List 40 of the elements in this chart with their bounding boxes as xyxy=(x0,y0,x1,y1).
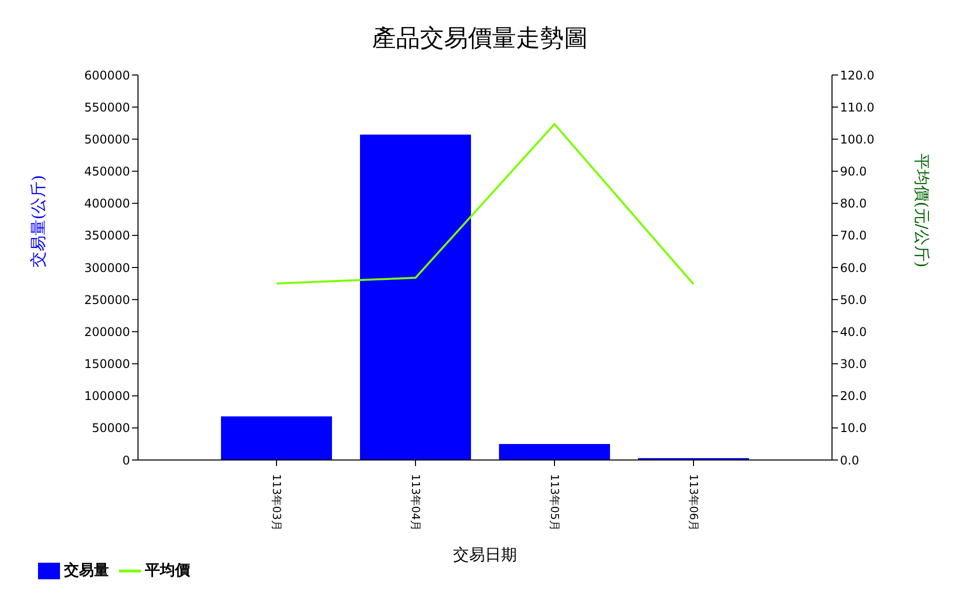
y2-tick-label: 60.0 xyxy=(840,260,867,275)
y-tick-label: 200000 xyxy=(84,324,130,339)
y-tick-label: 0 xyxy=(122,453,130,468)
chart-title: 產品交易價量走勢圖 xyxy=(371,23,589,54)
y-tick-label: 350000 xyxy=(84,228,130,243)
x-tick-label: 113年05月 xyxy=(548,474,561,531)
y2-tick-label: 120.0 xyxy=(840,68,874,82)
y2-tick-label: 110.0 xyxy=(840,100,874,114)
y-tick-label: 300000 xyxy=(84,260,130,275)
x-tick-label: 113年03月 xyxy=(270,474,283,531)
y2-tick-label: 70.0 xyxy=(840,228,867,243)
y-tick-label: 400000 xyxy=(84,196,130,211)
y-tick-label: 550000 xyxy=(84,100,130,114)
y2-tick-label: 50.0 xyxy=(840,292,867,307)
bar xyxy=(499,444,610,460)
y-tick-label: 450000 xyxy=(84,164,130,179)
y-tick-label: 500000 xyxy=(84,132,130,146)
line-series xyxy=(276,123,694,286)
y2-axis-title: 平均價(元/公斤) xyxy=(912,154,932,268)
y2-tick-label: 30.0 xyxy=(840,357,867,372)
x-tick-label: 113年06月 xyxy=(687,474,700,531)
y2-tick-label: 10.0 xyxy=(840,421,867,436)
y2-tick-label: 80.0 xyxy=(840,196,867,211)
bar xyxy=(221,416,332,460)
y2-tick-label: 0.0 xyxy=(840,453,860,468)
y-tick-label: 250000 xyxy=(84,292,130,307)
y-axis-title: 交易量(公斤) xyxy=(28,175,48,268)
y-tick-label: 600000 xyxy=(84,68,130,82)
y2-tick-label: 90.0 xyxy=(840,164,867,179)
y2-tick-label: 100.0 xyxy=(840,132,874,146)
legend-label: 平均價 xyxy=(145,561,190,580)
y2-tick-label: 40.0 xyxy=(840,324,867,339)
x-tick-label: 113年04月 xyxy=(409,474,422,531)
bar xyxy=(360,134,471,460)
x-axis-title: 交易日期 xyxy=(453,545,517,564)
y2-tick-label: 20.0 xyxy=(840,389,867,404)
legend-label: 交易量 xyxy=(64,561,109,580)
y-tick-label: 150000 xyxy=(84,357,130,372)
y-tick-label: 50000 xyxy=(92,421,130,436)
y-tick-label: 100000 xyxy=(84,389,130,404)
